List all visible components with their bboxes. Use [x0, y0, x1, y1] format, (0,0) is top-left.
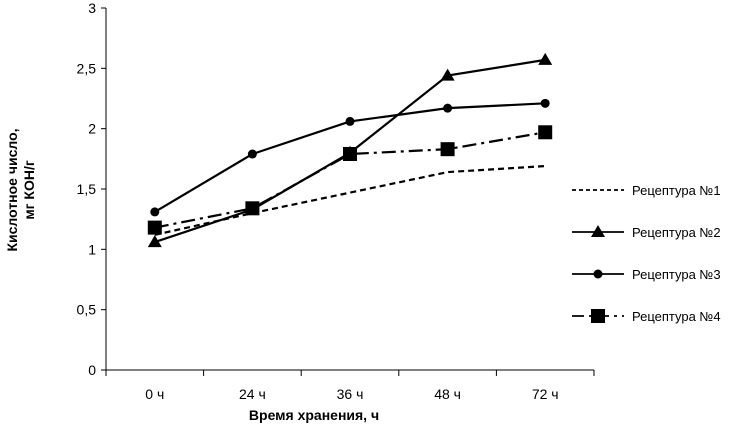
circle-marker	[593, 269, 603, 279]
series-line	[154, 131, 546, 229]
y-tick-label: 0,5	[77, 302, 97, 318]
square-marker	[538, 125, 553, 140]
legend-label: Рецептура №3	[632, 267, 721, 282]
circle-marker	[247, 149, 257, 159]
legend-entry-1: Рецептура №1	[572, 183, 721, 198]
circle-marker	[150, 207, 160, 217]
x-axis-title: Время хранения, ч	[249, 407, 379, 423]
square-marker	[591, 309, 605, 323]
circle-marker	[443, 103, 453, 113]
square-marker	[343, 147, 357, 162]
y-axis-title-line-1: Кислотное число,	[4, 128, 20, 251]
y-tick-label: 0	[88, 362, 96, 378]
square-marker	[245, 201, 260, 216]
triangle-marker	[440, 68, 455, 81]
legend-label: Рецептура №4	[632, 309, 721, 324]
y-tick-label: 1,5	[77, 181, 97, 197]
y-axis-title-line-2: мг КОН/г	[21, 160, 37, 220]
legend-label: Рецептура №2	[632, 225, 721, 240]
x-tick-label: 72 ч	[532, 386, 559, 402]
triangle-marker	[591, 225, 605, 237]
x-tick-label: 36 ч	[337, 386, 364, 402]
series-3	[150, 98, 550, 217]
x-tick-label: 24 ч	[239, 386, 266, 402]
series-line	[154, 164, 546, 236]
triangle-marker	[538, 52, 553, 65]
x-tick-label: 48 ч	[434, 386, 461, 402]
triangle-marker	[147, 235, 162, 248]
axes: 0 0,5 1 1,5 2 2,5 3 0 ч 24 ч 36 ч 48 ч 72 ч	[77, 0, 595, 402]
legend-entry-2: Рецептура №2	[572, 225, 721, 240]
y-tick-label: 2	[88, 121, 96, 137]
square-marker	[440, 142, 455, 157]
labels: Время хранения, ч Кислотное число, мг КО…	[4, 128, 379, 423]
series-1	[154, 164, 546, 236]
legend-entry-3: Рецептура №3	[572, 267, 721, 282]
y-tick-label: 1	[88, 241, 96, 257]
series-4	[147, 125, 553, 235]
legend: Рецептура №1 Рецептура №2 Рецептура №3 Реце…	[572, 183, 721, 324]
square-marker	[147, 220, 162, 235]
legend-label: Рецептура №1	[632, 183, 721, 198]
circle-marker	[345, 116, 355, 126]
series-layer	[147, 52, 553, 248]
y-tick-label: 3	[88, 0, 96, 16]
y-tick-label: 2,5	[77, 60, 97, 76]
x-tick-label: 0 ч	[145, 386, 164, 402]
legend-entry-4: Рецептура №4	[572, 309, 721, 324]
circle-marker	[540, 98, 550, 108]
